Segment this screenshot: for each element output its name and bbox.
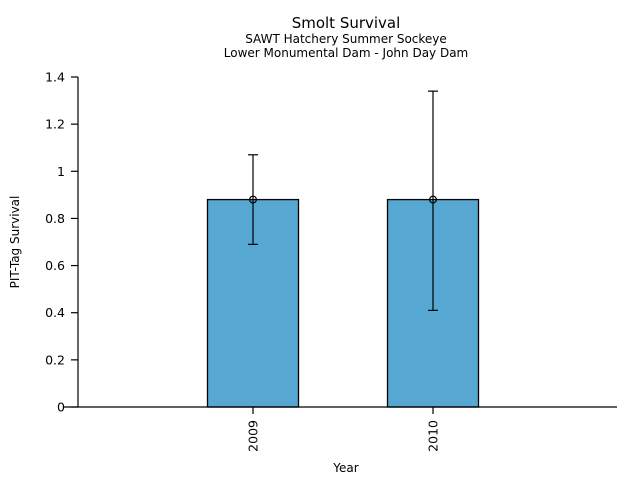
- y-tick-label: 0: [57, 400, 65, 415]
- point-marker: [249, 195, 258, 204]
- y-tick-label: 0.8: [45, 211, 65, 226]
- x-ticks-group: 2009 2010: [246, 407, 441, 452]
- y-axis-label: PIT-Tag Survival: [8, 196, 22, 289]
- x-tick-label: 2009: [246, 420, 261, 452]
- bars-group: [206, 90, 480, 408]
- plot-area: 0 0.2 0.4 0.6 0.8 1 1.2 1.4 2009 2010: [45, 70, 617, 452]
- y-tick-label: 0.2: [45, 352, 65, 367]
- y-tick-label: 1.2: [45, 117, 65, 132]
- y-tick-label: 1.4: [45, 70, 65, 85]
- y-tick-label: 1: [57, 164, 65, 179]
- point-marker: [429, 195, 438, 204]
- y-ticks-group: 0 0.2 0.4 0.6 0.8 1 1.2 1.4: [45, 70, 78, 415]
- y-tick-label: 0.6: [45, 258, 65, 273]
- chart-subtitle-line1: SAWT Hatchery Summer Sockeye: [245, 32, 447, 46]
- chart-title: Smolt Survival: [292, 14, 401, 32]
- chart-subtitle-line2: Lower Monumental Dam - John Day Dam: [224, 46, 469, 60]
- x-tick-label: 2010: [426, 420, 441, 452]
- y-tick-label: 0.4: [45, 305, 65, 320]
- x-axis-label: Year: [332, 461, 358, 475]
